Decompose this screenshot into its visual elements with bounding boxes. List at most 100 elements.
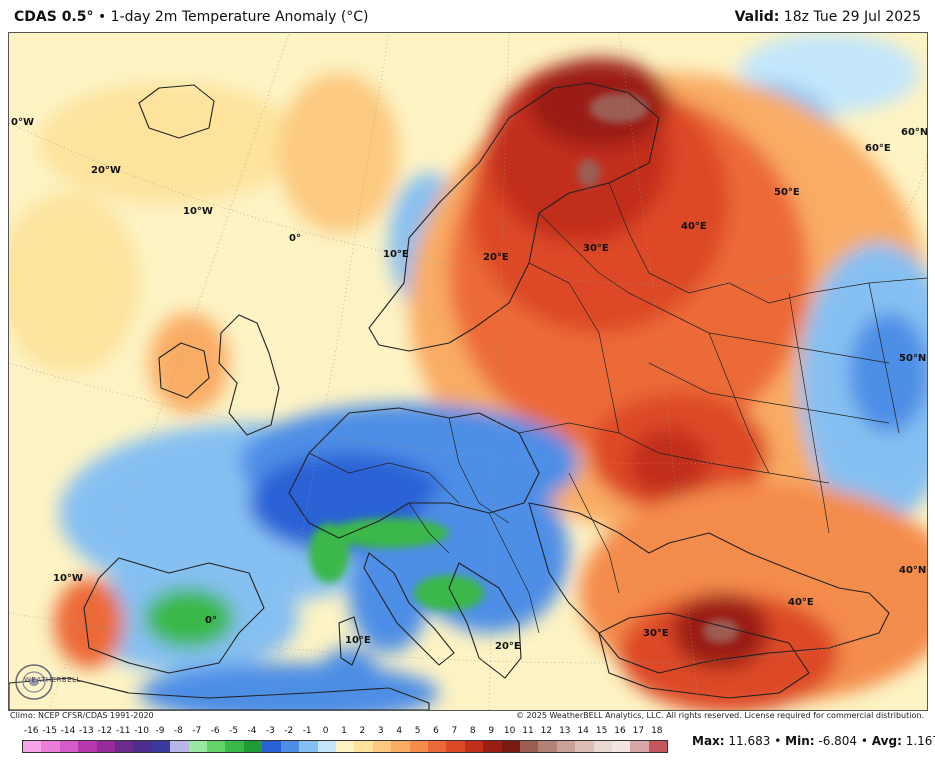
legend-label: -3	[265, 726, 275, 736]
label-0w: 0°W	[11, 117, 34, 128]
borders	[308, 182, 927, 634]
max-label: Max:	[692, 734, 725, 748]
legend-label: -10	[134, 726, 149, 736]
legend-swatch	[133, 741, 152, 752]
legend-swatch	[612, 741, 631, 752]
legend-label: 14	[577, 726, 589, 736]
legend-swatch	[501, 741, 520, 752]
anomaly-map[interactable]: 0°W 20°W 10°W 0° 10°E 20°E 30°E 40°E 50°…	[8, 32, 928, 711]
legend-swatch	[225, 741, 244, 752]
label-40n: 40°N	[899, 565, 926, 576]
label-30e-south: 30°E	[643, 628, 669, 639]
legend-label: 3	[377, 726, 384, 736]
legend-swatch	[280, 741, 300, 752]
legend-label: 1	[341, 726, 347, 736]
valid-time-value: 18z Tue 29 Jul 2025	[783, 9, 921, 25]
avg-value: 1.167	[905, 734, 935, 748]
legend-label: -6	[210, 726, 220, 736]
max-value: 11.683	[728, 734, 771, 748]
coastlines	[9, 82, 890, 710]
legend-swatch	[630, 741, 649, 752]
legend-swatch	[115, 741, 134, 752]
legend-swatch	[335, 741, 355, 752]
legend-bar	[22, 740, 668, 753]
avg-label: Avg:	[871, 734, 902, 748]
stats-sep-1: •	[774, 734, 782, 748]
label-20e-south: 20°E	[495, 641, 521, 652]
legend-swatch	[372, 741, 392, 752]
legend-swatch	[409, 741, 428, 752]
legend-swatch	[243, 741, 263, 752]
legend-swatch	[41, 741, 60, 752]
min-label: Min:	[785, 734, 815, 748]
label-50n: 50°N	[899, 353, 926, 364]
valid-label: Valid:	[734, 9, 780, 25]
legend-swatch	[23, 741, 42, 752]
legend-label: 17	[632, 726, 645, 736]
legend-label: -2	[284, 726, 294, 736]
copyright-note: © 2025 WeatherBELL Analytics, LLC. All r…	[516, 711, 924, 720]
legend-label: 9	[488, 726, 495, 736]
legend-labels: -16 -15 -14 -13 -12 -11 -10 -9 -8 -7 -6 -5 -4 -3 -2 -1 0…	[18, 726, 670, 739]
legend-label: 18	[651, 726, 663, 736]
legend-swatch	[648, 741, 668, 752]
legend-swatch	[299, 741, 318, 752]
label-10e-south: 10°E	[345, 635, 371, 646]
climo-note: Climo: NCEP CFSR/CDAS 1991-2020	[10, 711, 154, 720]
legend-label: 12	[540, 726, 553, 736]
legend-swatch	[317, 741, 336, 752]
legend-swatch	[538, 741, 557, 752]
legend-label: -1	[302, 726, 312, 736]
legend-label: 2	[359, 726, 366, 736]
label-40e: 40°E	[681, 221, 707, 232]
legend-swatch	[427, 741, 447, 752]
map-title: CDAS 0.5° • 1-day 2m Temperature Anomaly…	[14, 9, 369, 25]
stats-sep-2: •	[860, 734, 868, 748]
anomaly-field	[9, 33, 927, 710]
legend-label: -8	[173, 726, 183, 736]
legend-swatch	[556, 741, 576, 752]
legend-label: 4	[396, 726, 403, 736]
legend-swatch	[207, 741, 226, 752]
map-canvas: 0°W 20°W 10°W 0° 10°E 20°E 30°E 40°E 50°…	[9, 33, 927, 710]
weatherbell-logo: WEATHERBELL	[14, 662, 92, 702]
legend-swatch	[78, 741, 97, 752]
credits: Climo: NCEP CFSR/CDAS 1991-2020 © 2025 W…	[8, 710, 926, 724]
legend-label: -5	[229, 726, 239, 736]
label-60n: 60°N	[901, 127, 927, 138]
label-40e-south: 40°E	[788, 597, 814, 608]
legend-label: 8	[469, 726, 476, 736]
legend-label: 7	[451, 726, 458, 736]
legend-swatch	[354, 741, 373, 752]
legend-swatch	[391, 741, 410, 752]
legend-label: -14	[60, 726, 76, 736]
label-50e: 50°E	[774, 187, 800, 198]
label-0-south: 0°	[205, 615, 217, 626]
title-separator: •	[97, 9, 107, 25]
legend-swatch	[188, 741, 208, 752]
legend-swatch	[464, 741, 484, 752]
legend-label: -12	[97, 726, 113, 736]
legend-label: -15	[42, 726, 57, 736]
legend-swatch	[446, 741, 465, 752]
legend-swatch	[151, 741, 171, 752]
label-20w: 20°W	[91, 165, 121, 176]
logo-text: WEATHERBELL	[24, 676, 81, 684]
legend-label: -9	[155, 726, 165, 736]
legend-swatch	[593, 741, 612, 752]
label-10e: 10°E	[383, 249, 409, 260]
legend-swatch	[575, 741, 594, 752]
label-20e: 20°E	[483, 252, 509, 263]
legend-swatch	[262, 741, 281, 752]
min-value: -6.804	[818, 734, 858, 748]
legend-label: 13	[559, 726, 571, 736]
color-legend: -16 -15 -14 -13 -12 -11 -10 -9 -8 -7 -6 -5 -4 -3 -2 -1 0…	[18, 726, 670, 756]
label-10w-south: 10°W	[53, 573, 83, 584]
title-bar: CDAS 0.5° • 1-day 2m Temperature Anomaly…	[0, 0, 935, 32]
legend-label: 0	[322, 726, 329, 736]
legend-swatch	[483, 741, 502, 752]
legend-label: -4	[247, 726, 257, 736]
legend-label: -7	[192, 726, 202, 736]
legend-label: 11	[522, 726, 534, 736]
legend-label: -13	[79, 726, 94, 736]
